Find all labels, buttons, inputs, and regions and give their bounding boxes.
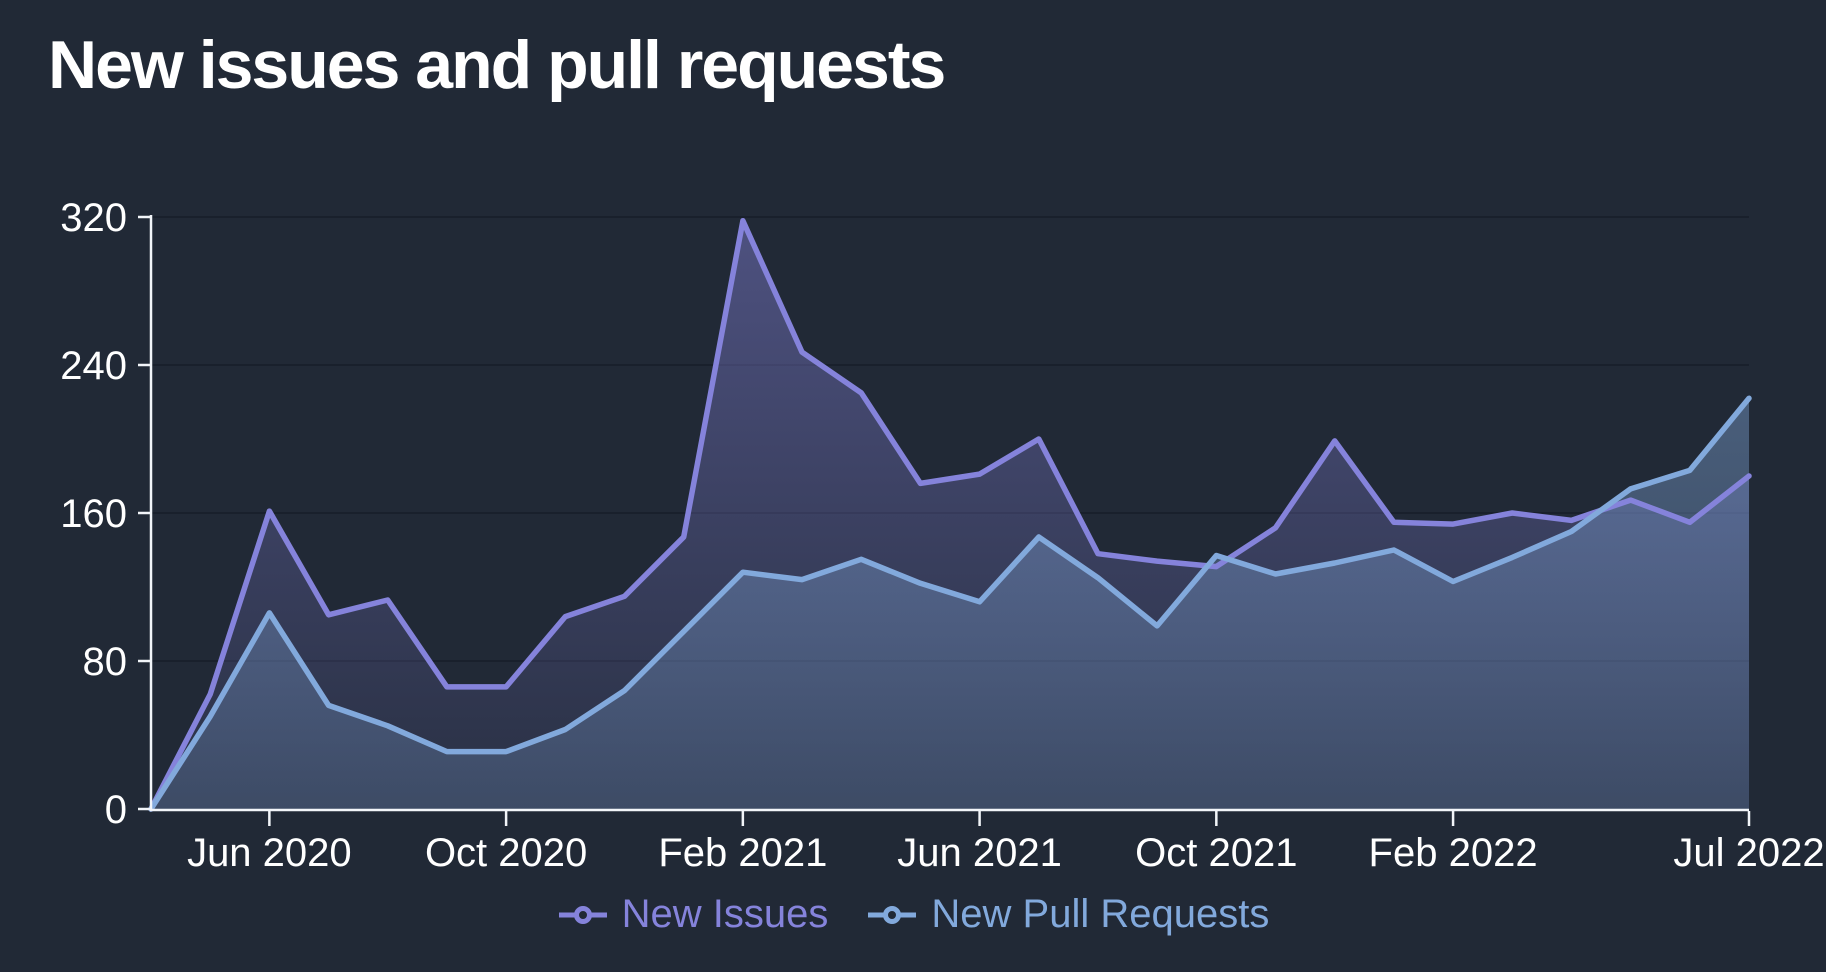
legend-label-new-pull-requests: New Pull Requests (931, 892, 1270, 936)
y-tick-label-320: 320 (60, 196, 127, 240)
x-tick-label-2: Feb 2021 (658, 831, 827, 875)
chart-legend: New Issues New Pull Requests (0, 892, 1826, 937)
legend-item-new-issues: New Issues (557, 892, 829, 937)
x-tick-label-4: Oct 2021 (1135, 831, 1297, 875)
new-pull-requests-marker-icon (868, 905, 917, 924)
pulls-area (151, 398, 1749, 809)
y-tick-label-0: 0 (105, 788, 127, 832)
x-tick-label-6: Jul 2022 (1673, 831, 1824, 875)
x-tick-label-3: Jun 2021 (897, 831, 1062, 875)
x-tick-label-5: Feb 2022 (1369, 831, 1538, 875)
x-tick-label-1: Oct 2020 (425, 831, 587, 875)
y-tick-label-160: 160 (60, 492, 127, 536)
page-title: New issues and pull requests (48, 27, 946, 103)
pulls-line (148, 395, 1752, 812)
y-tick-label-80: 80 (83, 640, 128, 684)
legend-item-new-pull-requests: New Pull Requests (866, 892, 1269, 937)
legend-label-new-issues: New Issues (621, 892, 829, 936)
y-tick-label-240: 240 (60, 344, 127, 388)
issues-line (148, 217, 1752, 812)
x-tick-label-0: Jun 2020 (187, 831, 352, 875)
new-issues-marker-icon (558, 905, 607, 924)
